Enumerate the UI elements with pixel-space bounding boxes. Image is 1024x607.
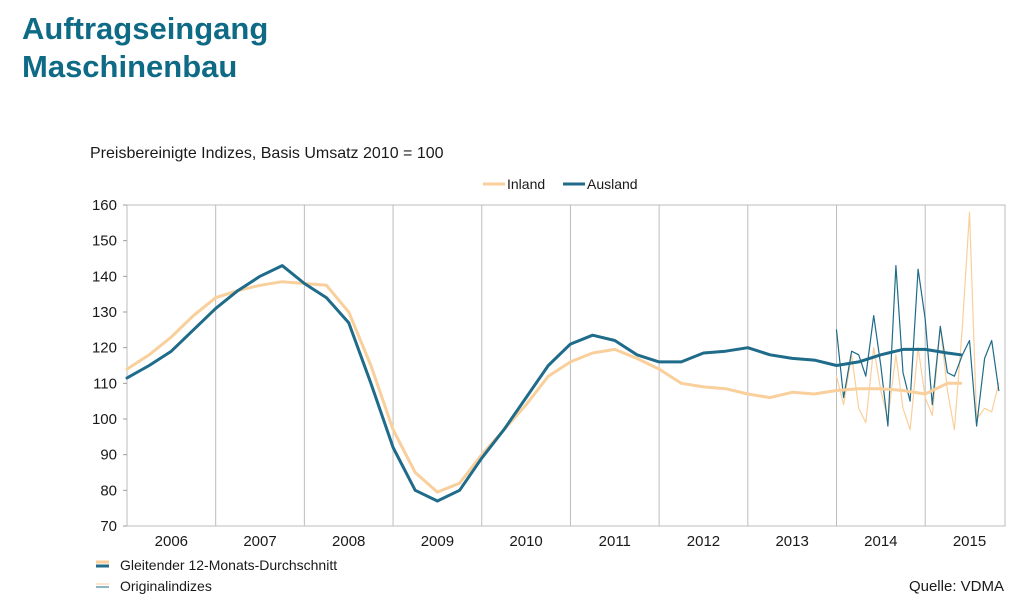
x-tick-label: 2008 [332,533,365,550]
y-tick-label: 90 [100,447,117,464]
y-tick-label: 130 [92,304,117,321]
inland-moving-average-line [125,280,963,494]
y-tick-label: 80 [100,482,117,499]
footnote-legend: Gleitender 12-Monats-Durchschnitt Origin… [96,557,337,594]
legend-inland-label: Inland [507,176,545,192]
x-tick-label: 2009 [421,533,454,550]
y-tick-label: 160 [92,197,117,214]
original-index-series [835,211,1000,431]
x-tick-label: 2010 [509,533,542,550]
ausland-original-line [835,265,1000,427]
x-tick-label: 2006 [155,533,188,550]
x-tick-label: 2007 [243,533,276,550]
plot-frame [126,204,1006,527]
x-tick-label: 2012 [687,533,720,550]
chart-subtitle: Preisbereinigte Indizes, Basis Umsatz 20… [90,145,444,162]
legend-ausland-label: Ausland [587,176,638,192]
y-tick-label: 140 [92,268,117,285]
inland-original-line [835,211,1000,431]
y-tick-label: 120 [92,340,117,357]
page-title: Auftragseingang Maschinenbau [22,10,268,86]
ausland-moving-average-line [125,264,963,503]
legend: Inland Ausland [483,176,638,192]
y-tick-label: 150 [92,233,117,250]
moving-average-series [125,264,963,503]
y-tick-label: 100 [92,411,117,428]
x-tick-label: 2013 [775,533,808,550]
source-note: Quelle: VDMA [908,578,1004,595]
axes: 2006 2007 2008 2009 2010 2011 2012 2013 2014 2015… [92,197,986,550]
x-tick-label: 2015 [953,533,986,550]
title-line-1: Auftragseingang [22,11,269,46]
y-tick-label: 110 [93,375,117,392]
title-line-2: Maschinenbau [22,49,238,84]
y-tick-label: 70 [100,518,117,535]
x-tick-label: 2011 [599,533,631,550]
x-tick-label: 2014 [864,533,897,550]
note-moving-average: Gleitender 12-Monats-Durchschnitt [120,557,337,573]
note-original-indices: Originalindizes [120,578,212,594]
